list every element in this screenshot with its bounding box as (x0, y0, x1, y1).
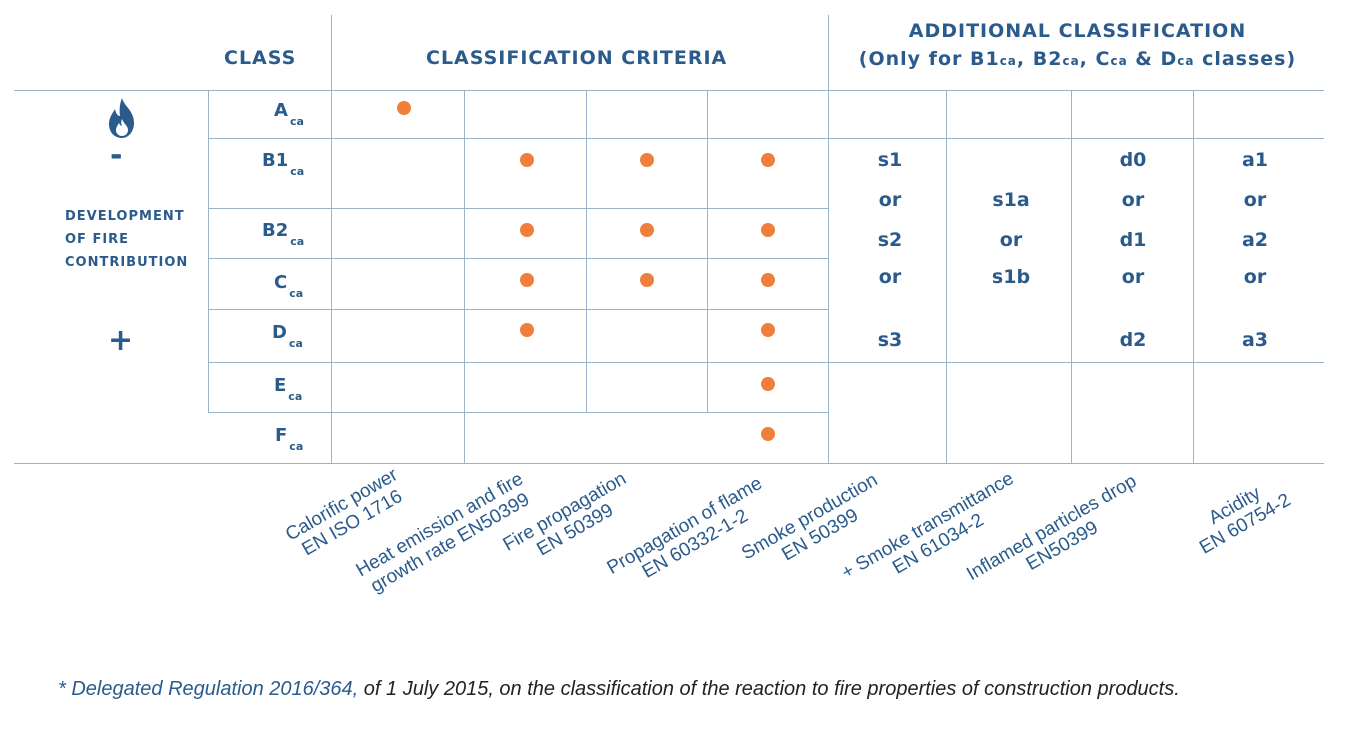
col-line (946, 90, 947, 463)
minus-sign: - (110, 138, 123, 173)
row-line (828, 362, 1324, 363)
col-line (828, 90, 829, 463)
droplets-value: or (1121, 266, 1145, 288)
droplets-value: d1 (1119, 229, 1147, 251)
col-line (586, 90, 587, 413)
smoke-value: s1 (877, 149, 903, 171)
smoke-value: or (878, 189, 902, 211)
plus-sign: + (108, 323, 134, 358)
acidity-value: a3 (1241, 329, 1269, 351)
acidity-value: a1 (1241, 149, 1269, 171)
class-label: Dca (272, 322, 303, 350)
smoke-value: s2 (877, 229, 903, 251)
development-label-1: DEVELOPMENT (65, 209, 185, 224)
acidity-value: a2 (1241, 229, 1269, 251)
col-line (208, 90, 209, 413)
acidity-value: or (1243, 189, 1267, 211)
row-line (828, 138, 1324, 139)
class-label: Cca (274, 272, 304, 300)
class-label: B2ca (262, 220, 305, 248)
smoke-transmittance-value: s1a (992, 189, 1030, 211)
class-label: Eca (274, 375, 303, 403)
flame-icon (105, 97, 139, 143)
header-divider-2 (828, 15, 829, 91)
criteria-dot (520, 223, 534, 237)
development-label-3: CONTRIBUTION (65, 255, 189, 270)
class-label: Aca (274, 100, 304, 128)
smoke-value: or (878, 266, 902, 288)
row-line (208, 412, 828, 413)
criteria-dot (520, 273, 534, 287)
regulation-link[interactable]: * Delegated Regulation 2016/364, (58, 678, 359, 700)
additional-header-line2: (Only for B1ca, B2ca, Cca & Dca classes) (858, 48, 1297, 70)
column-label: Acidity EN 60754-2 (1196, 482, 1295, 559)
row-line (208, 258, 828, 259)
row-line (208, 208, 828, 209)
droplets-value: or (1121, 189, 1145, 211)
header-divider-1 (331, 15, 332, 91)
smoke-value: s3 (877, 329, 903, 351)
droplets-value: d0 (1119, 149, 1147, 171)
criteria-dot (640, 153, 654, 167)
table-bottom-line (14, 463, 1324, 464)
col-line (464, 90, 465, 463)
header-bottom-line (14, 90, 1324, 91)
criteria-dot (520, 323, 534, 337)
criteria-dot (761, 223, 775, 237)
class-label: Fca (275, 425, 304, 453)
smoke-transmittance-value: s1b (991, 266, 1031, 288)
class-header: CLASS (224, 47, 297, 69)
additional-header-line1: ADDITIONAL CLASSIFICATION (908, 20, 1247, 42)
droplets-value: d2 (1119, 329, 1147, 351)
row-line (208, 138, 828, 139)
col-line (707, 90, 708, 413)
acidity-value: or (1243, 266, 1267, 288)
development-label-2: OF FIRE (65, 232, 130, 247)
col-line (1193, 90, 1194, 463)
criteria-dot (761, 377, 775, 391)
col-line (1071, 90, 1072, 463)
row-line (208, 309, 828, 310)
criteria-dot (761, 153, 775, 167)
criteria-dot (640, 273, 654, 287)
criteria-dot (520, 153, 534, 167)
class-label: B1ca (262, 150, 305, 178)
criteria-header: CLASSIFICATION CRITERIA (426, 47, 728, 69)
row-line (208, 362, 828, 363)
smoke-transmittance-value: or (999, 229, 1023, 251)
criteria-dot (761, 323, 775, 337)
col-line (331, 90, 332, 463)
criteria-dot (761, 273, 775, 287)
criteria-dot (397, 101, 411, 115)
footnote: * Delegated Regulation 2016/364, of 1 Ju… (58, 678, 1180, 700)
criteria-dot (640, 223, 654, 237)
criteria-dot (761, 427, 775, 441)
